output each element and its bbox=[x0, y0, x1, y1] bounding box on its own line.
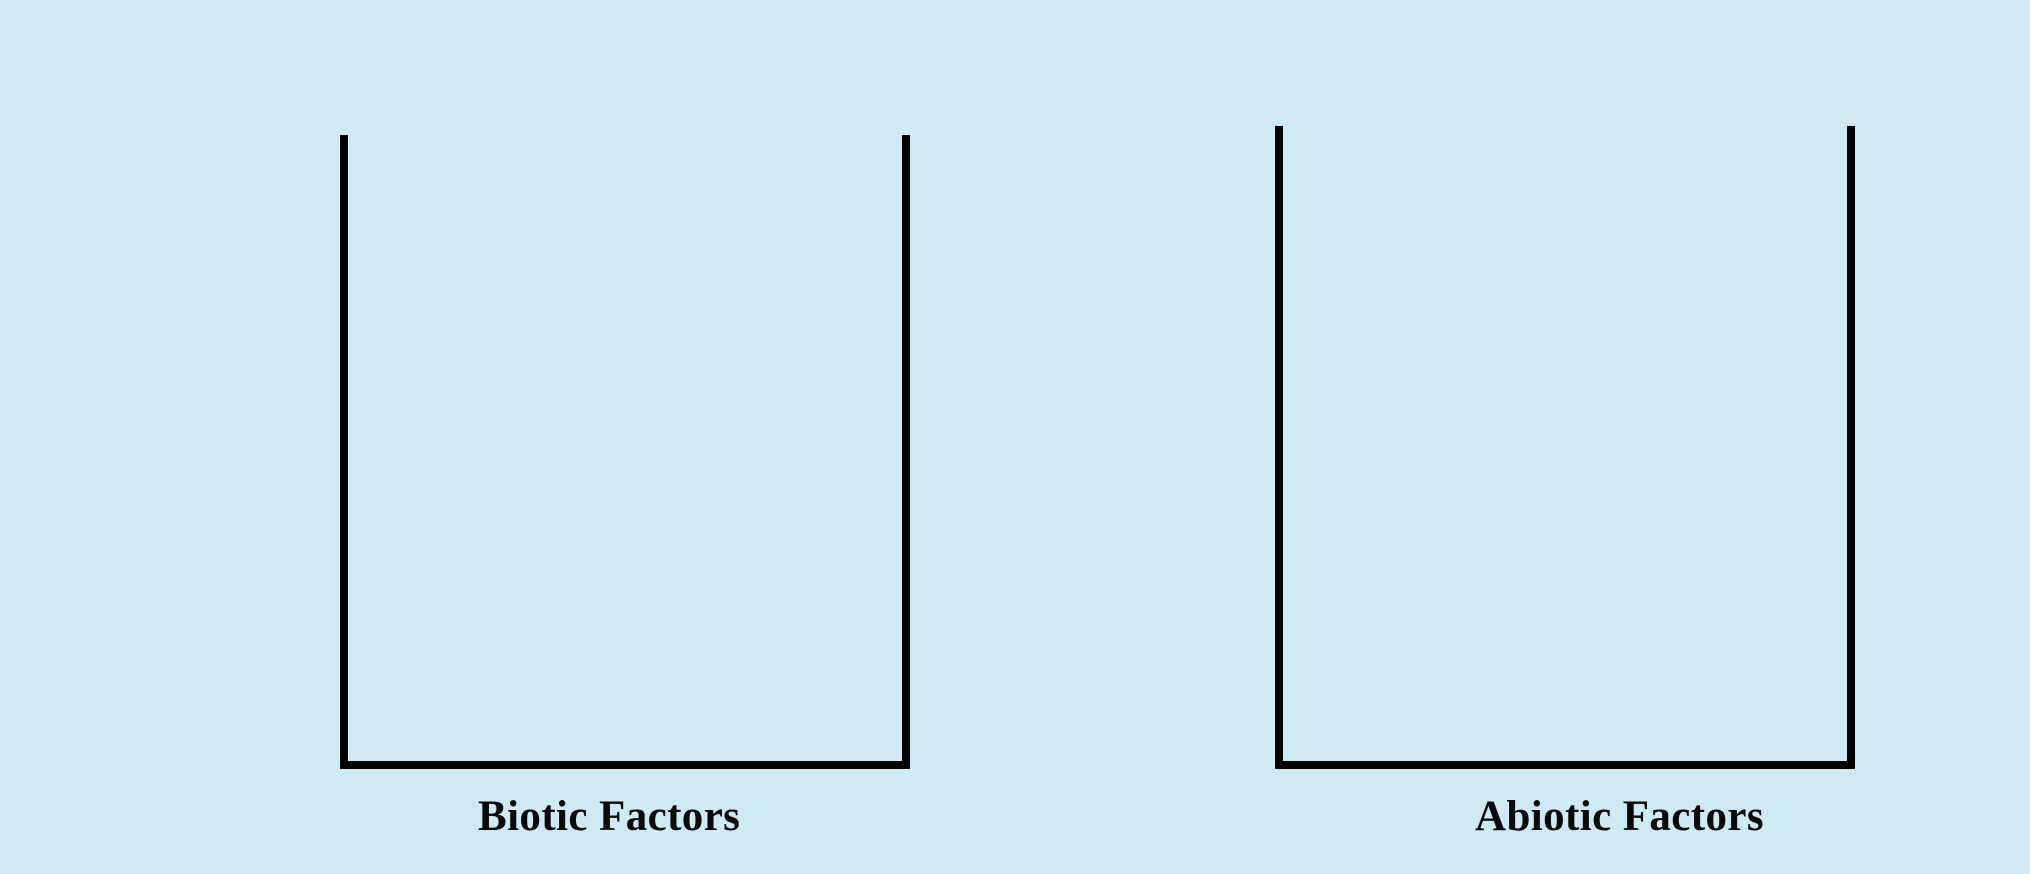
biotic-bracket-icon bbox=[340, 135, 910, 769]
abiotic-bracket-icon bbox=[1275, 126, 1855, 769]
column-biotic-label: Biotic Factors bbox=[478, 793, 741, 840]
column-abiotic[interactable]: Abiotic Factors bbox=[1271, 122, 1859, 838]
column-abiotic-label: Abiotic Factors bbox=[1475, 793, 1765, 840]
column-biotic[interactable]: Biotic Factors bbox=[336, 131, 914, 838]
